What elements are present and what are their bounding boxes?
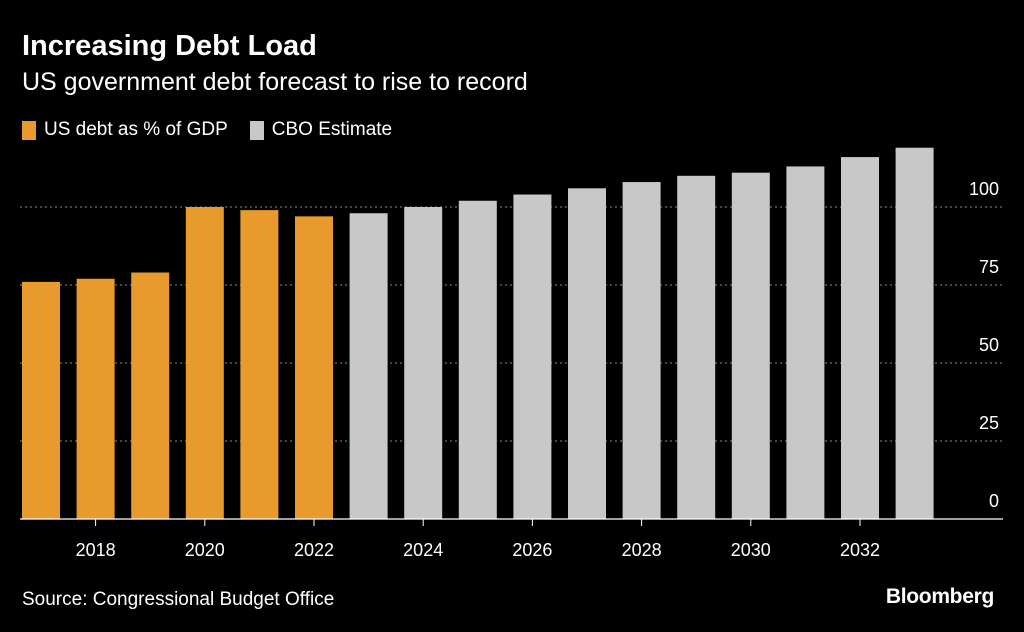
bar-cbo-estimate-2027 <box>568 188 606 519</box>
x-tick-label-2028: 2028 <box>622 540 662 560</box>
bar-us-debt-2017 <box>22 281 60 519</box>
x-tick-label-2024: 2024 <box>403 540 443 560</box>
y-tick-label-0: 0 <box>989 491 999 511</box>
legend-item-cbo-estimate: CBO Estimate <box>249 119 393 141</box>
legend-swatch-us-debt <box>22 120 36 140</box>
bar-cbo-estimate-2028 <box>622 182 661 520</box>
x-tick-label-2032: 2032 <box>840 540 880 560</box>
legend-swatch-cbo-estimate <box>249 120 264 140</box>
x-tick-label-2026: 2026 <box>512 540 552 560</box>
chart-title: Increasing Debt Load <box>22 30 317 62</box>
legend-item-us-debt: US debt as % of GDP <box>22 119 228 141</box>
y-tick-label-100: 100 <box>969 179 999 199</box>
chart-subtitle: US government debt forecast to rise to r… <box>22 68 528 96</box>
y-tick-label-75: 75 <box>979 257 999 277</box>
bar-us-debt-2020 <box>185 207 224 519</box>
bar-cbo-estimate-2025 <box>458 200 497 519</box>
bar-us-debt-2019 <box>131 272 170 519</box>
bar-cbo-estimate-2024 <box>404 207 443 519</box>
x-tick-label-2020: 2020 <box>185 540 225 560</box>
bar-cbo-estimate-2031 <box>786 166 825 519</box>
bar-us-debt-2022 <box>295 216 333 520</box>
legend-label-cbo-estimate: CBO Estimate <box>271 119 393 140</box>
bar-cbo-estimate-2023 <box>349 213 388 520</box>
bar-cbo-estimate-2026 <box>513 194 552 519</box>
x-tick-label-2022: 2022 <box>294 540 334 560</box>
legend-label-us-debt: US debt as % of GDP <box>44 119 228 140</box>
y-tick-label-25: 25 <box>979 413 999 433</box>
y-tick-label-50: 50 <box>979 335 999 355</box>
bar-cbo-estimate-2030 <box>731 172 770 519</box>
bar-us-debt-2018 <box>76 278 115 519</box>
bloomberg-logo: Bloomberg <box>885 585 994 608</box>
legend: US debt as % of GDP CBO Estimate <box>22 119 414 141</box>
source-note: Source: Congressional Budget Office <box>22 589 335 610</box>
bar-us-debt-2021 <box>240 210 279 519</box>
bar-cbo-estimate-2033 <box>895 147 934 519</box>
x-tick-label-2018: 2018 <box>76 540 116 560</box>
bar-cbo-estimate-2032 <box>841 157 879 519</box>
bar-cbo-estimate-2029 <box>677 175 716 520</box>
x-tick-label-2030: 2030 <box>731 540 771 560</box>
